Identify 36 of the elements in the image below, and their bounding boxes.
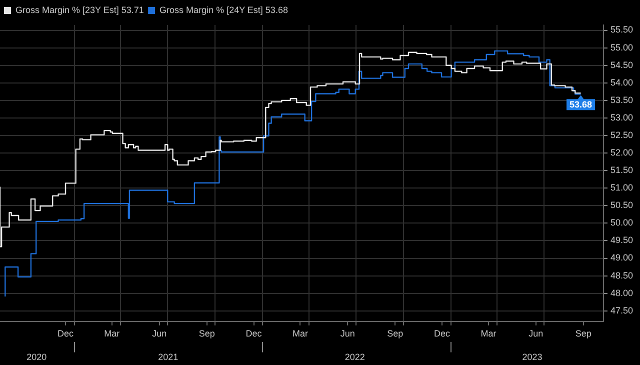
y-tick-label: 51.00: [610, 182, 634, 193]
x2-tick-label: 2021: [158, 352, 178, 362]
y-tick-label: 53.50: [610, 94, 634, 105]
x-tick-label: Jun: [340, 328, 355, 338]
x2-tick-label: 2022: [344, 352, 365, 362]
y-tick-label: 47.50: [610, 305, 634, 316]
legend-label: Gross Margin % [24Y Est] 53.68: [160, 4, 288, 15]
x-tick-label: Dec: [434, 328, 451, 338]
legend-label: Gross Margin % [23Y Est] 53.71: [16, 4, 144, 15]
x-tick-label: Jun: [528, 328, 544, 338]
x-tick-label: Mar: [292, 328, 308, 338]
x-tick-label: Sep: [198, 328, 215, 338]
x2-tick-label: 2023: [522, 352, 542, 362]
x-tick-label: Mar: [104, 328, 120, 338]
y-tick-label: 49.50: [610, 235, 634, 246]
y-tick-label: 52.00: [610, 148, 634, 158]
y-tick-label: 55.00: [610, 42, 634, 52]
y-tick-label: 48.00: [610, 288, 634, 298]
y-tick-label: 52.50: [610, 130, 634, 140]
x-tick-label: Mar: [480, 328, 496, 338]
y-tick-label: 51.50: [610, 165, 634, 176]
y-tick-label: 54.50: [610, 60, 634, 70]
y-tick-label: 55.50: [610, 24, 634, 35]
x-tick-label: Sep: [387, 328, 404, 338]
y-tick-label: 50.50: [610, 200, 634, 210]
y-tick-label: 49.00: [610, 252, 634, 263]
y-tick-label: 50.00: [610, 218, 634, 228]
y-tick-label: 53.00: [610, 112, 634, 122]
x2-tick-label: 2020: [26, 352, 47, 362]
y-tick-label: 54.00: [610, 77, 634, 88]
y-tick-label: 48.50: [610, 270, 634, 280]
x-tick-label: Dec: [246, 328, 262, 338]
annotation: 53.68: [570, 100, 592, 110]
x-tick-label: Dec: [58, 328, 74, 338]
x-tick-label: Jun: [152, 328, 167, 338]
x-tick-label: Sep: [575, 328, 592, 338]
